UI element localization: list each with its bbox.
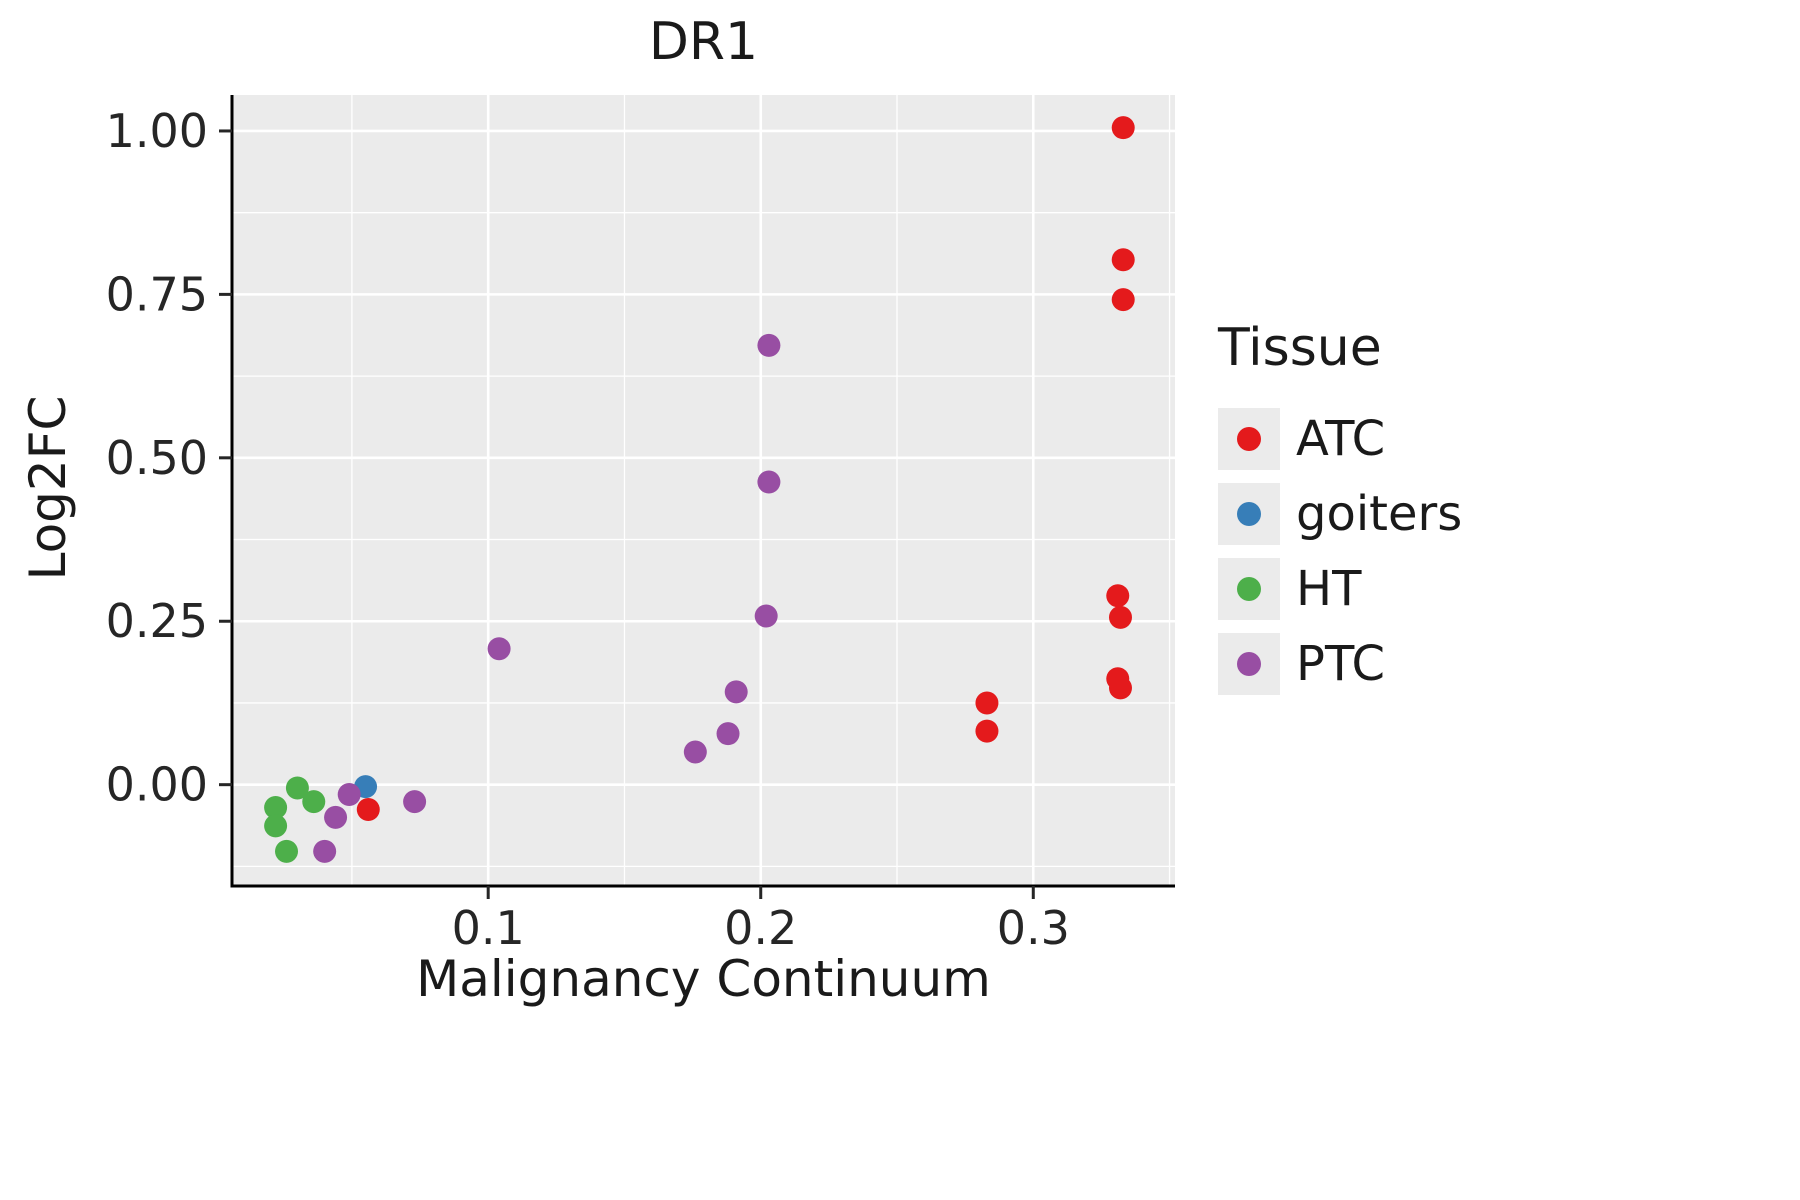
legend-label: HT [1296, 561, 1362, 617]
data-point-atc [356, 798, 380, 822]
data-point-ptc [324, 805, 348, 829]
data-point-atc [1111, 116, 1135, 140]
legend-dot-atc [1237, 427, 1261, 451]
legend-dot-ht [1237, 577, 1261, 601]
legend-label: PTC [1296, 636, 1385, 692]
data-point-ptc [716, 722, 740, 746]
legend-dot-ptc [1237, 652, 1261, 676]
data-point-ptc [683, 740, 707, 764]
data-point-atc [975, 719, 999, 743]
y-axis-label: Log2FC [19, 395, 77, 581]
data-point-ht [275, 839, 299, 863]
legend-entry-atc: ATC [1218, 408, 1462, 470]
data-point-ht [264, 796, 288, 820]
legend-entry-ht: HT [1218, 558, 1462, 620]
data-point-ptc [754, 604, 778, 628]
y-tick-label: 0.75 [106, 267, 208, 321]
data-point-atc [975, 691, 999, 715]
x-axis-label: Malignancy Continuum [416, 950, 991, 1008]
legend-entry-ptc: PTC [1218, 633, 1462, 695]
legend-entry-goiters: goiters [1218, 483, 1462, 545]
data-point-atc [1108, 605, 1132, 629]
x-tick-label: 0.2 [724, 901, 797, 955]
data-point-ht [302, 790, 326, 814]
y-tick-label: 1.00 [106, 104, 208, 158]
legend-title: Tissue [1218, 318, 1382, 378]
data-point-ptc [337, 782, 361, 806]
data-point-ptc [487, 637, 511, 661]
data-point-ptc [313, 839, 337, 863]
data-point-ptc [724, 680, 748, 704]
y-tick-label: 0.50 [106, 431, 208, 485]
legend-key [1218, 483, 1280, 545]
data-point-atc [1111, 288, 1135, 312]
legend: Tissue ATC goiters HT PTC [1218, 318, 1462, 695]
data-point-atc [1106, 584, 1130, 608]
legend-dot-goiters [1237, 502, 1261, 526]
legend-label: ATC [1296, 411, 1386, 467]
data-point-ptc [757, 333, 781, 357]
y-tick-label: 0.25 [106, 594, 208, 648]
chart-title: DR1 [648, 12, 759, 72]
data-point-ht [285, 776, 309, 800]
data-point-ptc [403, 790, 427, 814]
y-tick-label: 0.00 [106, 758, 208, 812]
legend-entries: ATC goiters HT PTC [1218, 408, 1462, 695]
legend-key [1218, 633, 1280, 695]
data-point-atc [1111, 248, 1135, 272]
data-point-ptc [757, 470, 781, 494]
legend-key [1218, 408, 1280, 470]
legend-label: goiters [1296, 486, 1463, 542]
legend-key [1218, 558, 1280, 620]
data-point-ht [264, 814, 288, 838]
x-tick-label: 0.3 [997, 901, 1070, 955]
x-tick-label: 0.1 [452, 901, 525, 955]
data-point-atc [1108, 676, 1132, 700]
